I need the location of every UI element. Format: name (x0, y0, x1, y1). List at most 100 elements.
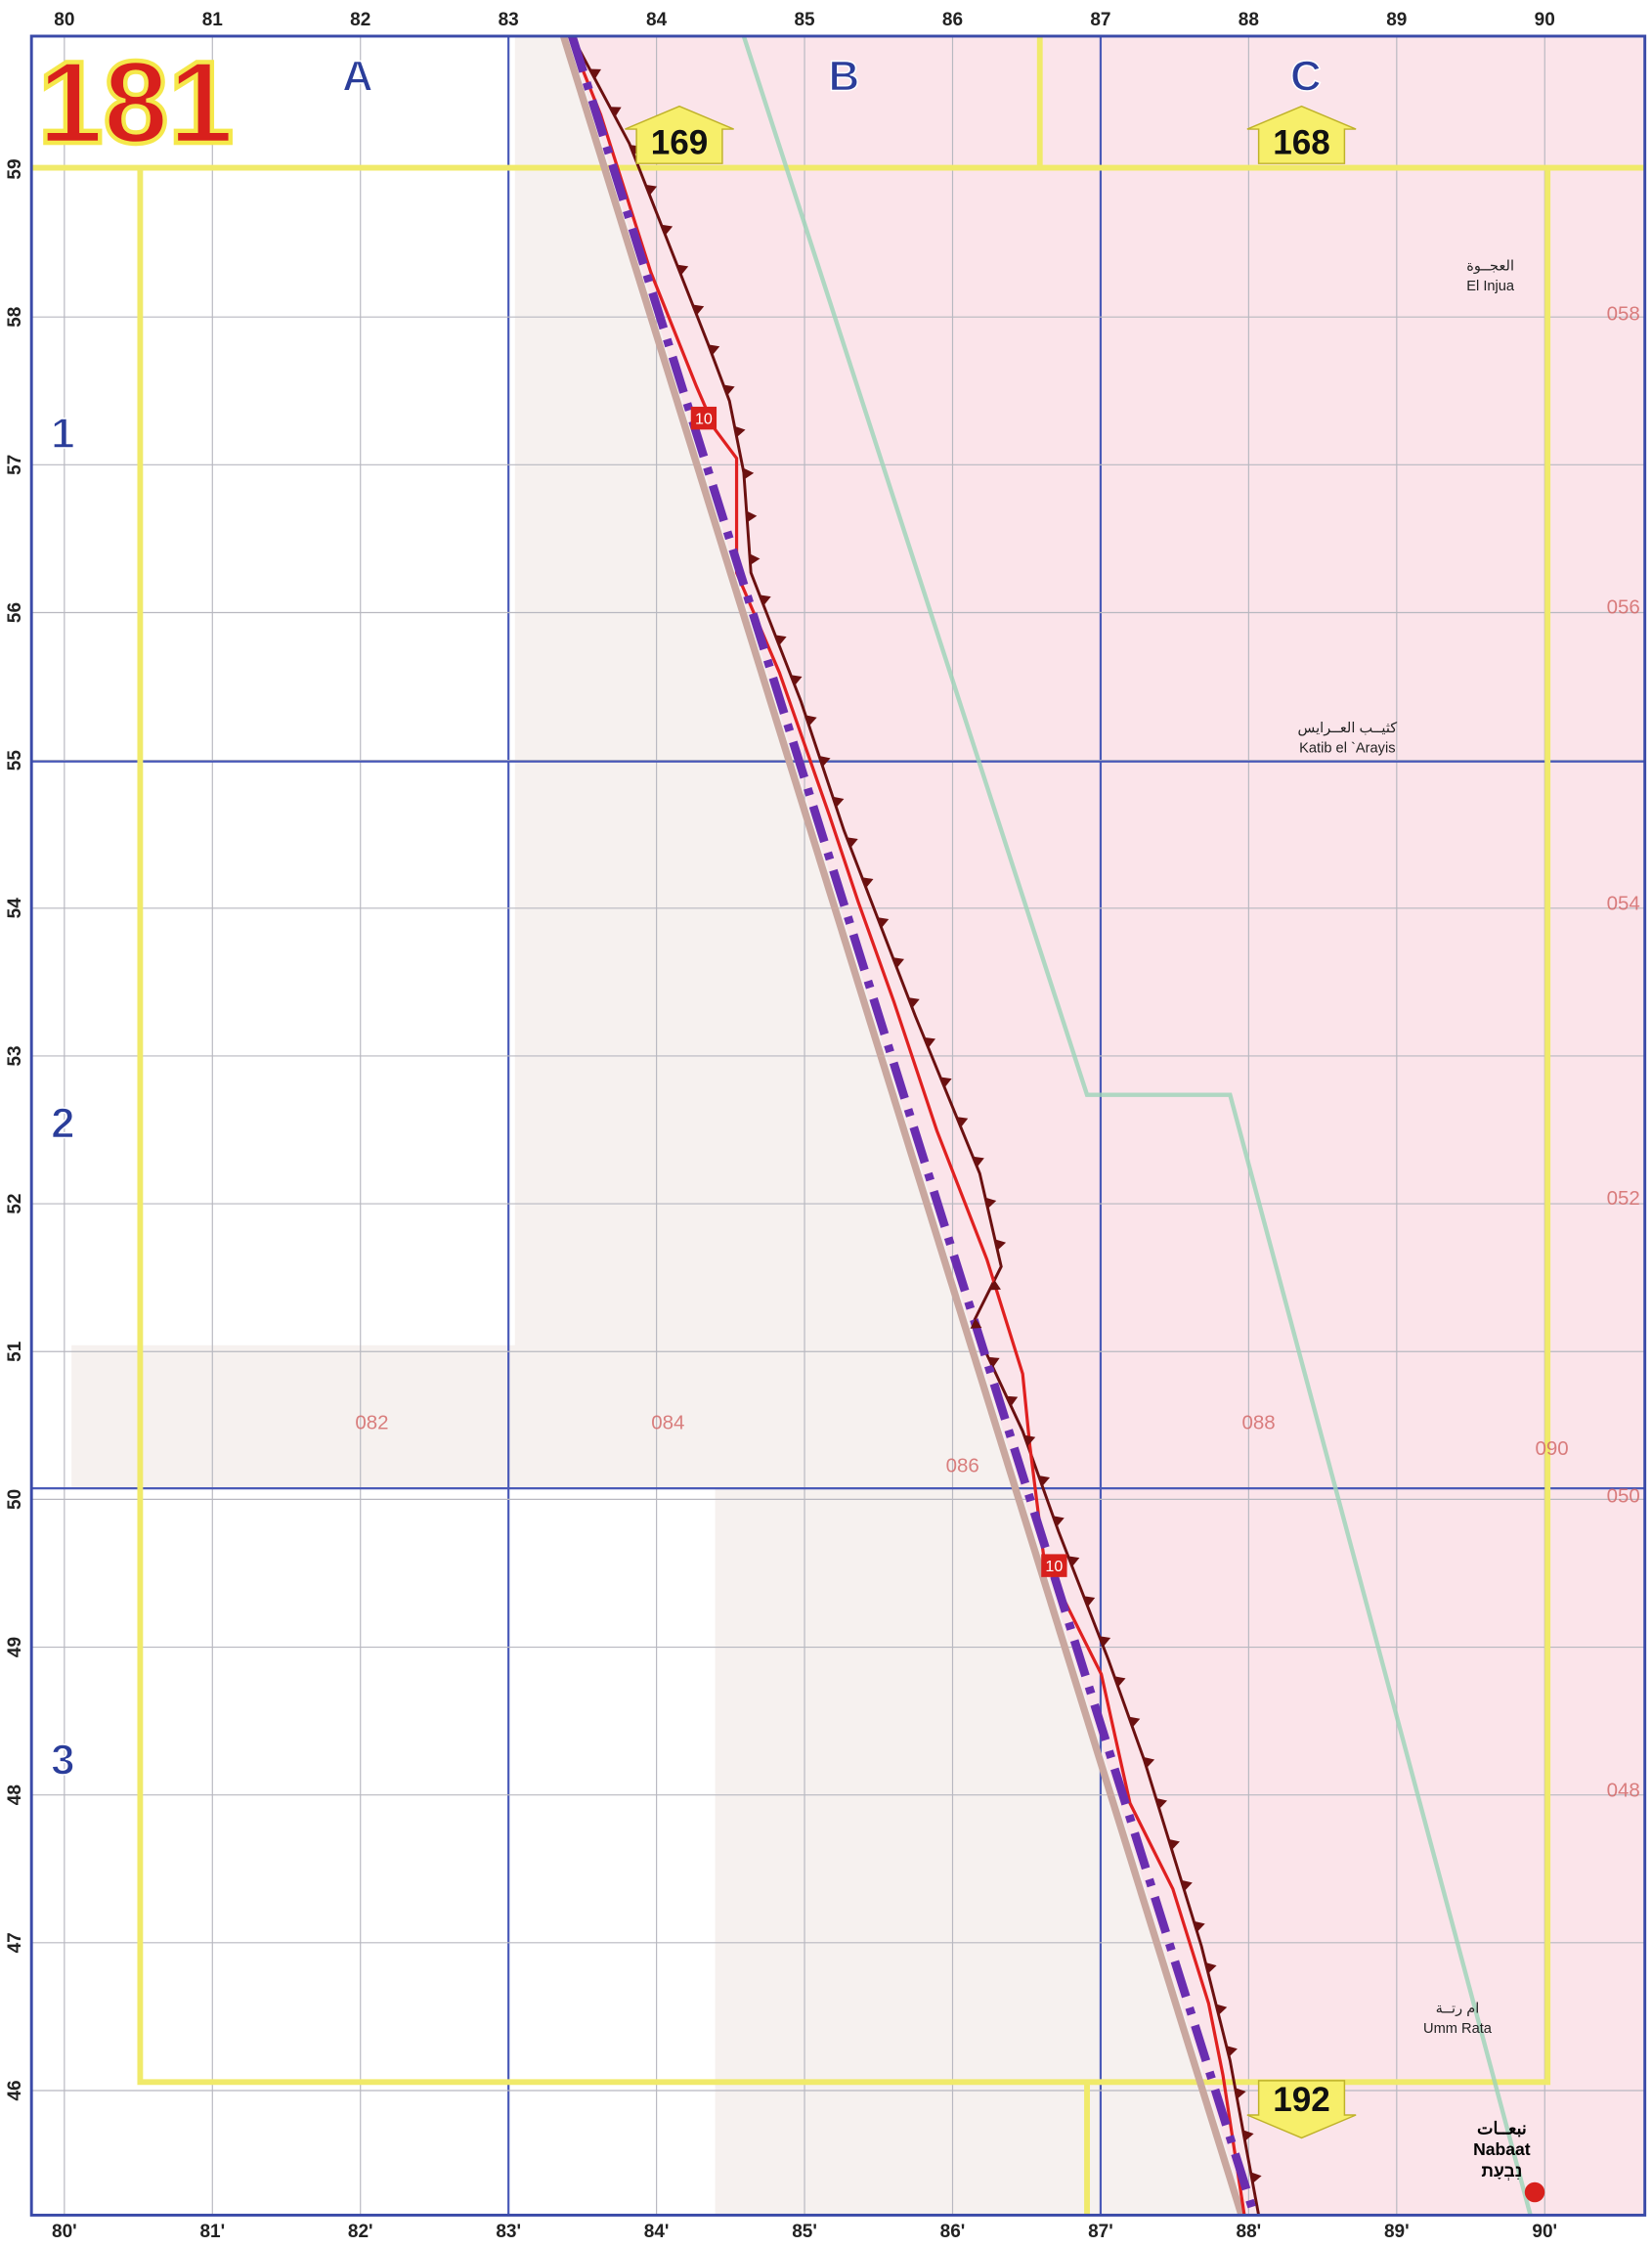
grid (31, 35, 1645, 2216)
grid-ref: 088 (1242, 1412, 1276, 1434)
boundary-tick (861, 877, 874, 889)
column-letter: B (828, 52, 859, 100)
boundary-tick (939, 1077, 952, 1088)
boundary-tick (987, 1356, 1000, 1368)
bottom-axis-label: 81' (199, 2222, 225, 2242)
boundary-tick (877, 917, 890, 929)
route-badge (1041, 1554, 1067, 1577)
top-axis-label: 82 (350, 10, 370, 30)
boundary-tick (805, 715, 817, 727)
grid-ref: 058 (1607, 303, 1640, 326)
left-axis-label: 58 (5, 307, 25, 328)
left-axis-label: 53 (5, 1045, 25, 1066)
boundary-tick (1250, 2172, 1262, 2183)
boundary-tick (1023, 1434, 1036, 1446)
boundary-tick (1155, 1797, 1167, 1810)
shaded-area (569, 35, 1645, 2216)
boundary-tick (984, 1197, 997, 1210)
place-hebrew: נִבְעָת (1481, 2161, 1522, 2181)
boundary-tick (818, 756, 831, 768)
boundary-tick (1067, 1556, 1080, 1567)
boundary-tick (1083, 1596, 1096, 1608)
place-dot (1524, 2181, 1545, 2203)
place-arabic: ام رتــة (1436, 2002, 1480, 2017)
boundary-tick (1113, 1676, 1126, 1688)
grid-ref: 090 (1535, 1437, 1568, 1460)
tan-line (560, 34, 1245, 2217)
bottom-axis-label: 82' (348, 2222, 373, 2242)
boundary-tick (722, 384, 735, 396)
boundary-tick (609, 107, 622, 117)
grid-ref: 054 (1607, 893, 1640, 915)
adjacent-page: 169 (651, 123, 709, 161)
left-axis-label: 52 (5, 1194, 25, 1214)
place-name: El Injua (1466, 279, 1515, 294)
boundary-tick (1128, 1716, 1141, 1728)
bottom-axis-label: 80' (52, 2222, 77, 2242)
adjacent-page: 192 (1273, 2081, 1330, 2119)
row-number: 2 (51, 1100, 74, 1148)
boundary-tick (1006, 1395, 1019, 1407)
left-axis-label: 55 (5, 750, 25, 771)
left-axis-label: 51 (5, 1341, 25, 1362)
boundary-tick (994, 1239, 1007, 1251)
place-name: Umm Rata (1423, 2021, 1493, 2037)
bottom-axis-label: 84' (644, 2222, 670, 2242)
left-axis-label: 50 (5, 1489, 25, 1510)
boundary-tick (746, 510, 758, 523)
boundary-tick (1038, 1475, 1051, 1486)
page-number: 181 (38, 37, 234, 168)
purple-line (568, 34, 1259, 2217)
top-axis-label: 84 (646, 10, 668, 30)
left-axis-label: 47 (5, 1932, 25, 1953)
boundary-tick (1235, 2088, 1246, 2099)
boundary-tick (1168, 1838, 1180, 1851)
page-arrow (1246, 105, 1357, 164)
boundary-tick (1181, 1879, 1193, 1891)
adjacent-page: 168 (1273, 123, 1330, 161)
boundary-tick (832, 796, 845, 808)
boundary-tick (676, 264, 689, 276)
boundary-tick (743, 467, 755, 480)
left-axis-label: 49 (5, 1637, 25, 1657)
grid-ref: 048 (1607, 1780, 1640, 1802)
boundary-tick (847, 837, 858, 849)
place-name: Nabaat (1473, 2139, 1531, 2159)
boundary-tick (790, 675, 803, 686)
map-tint (71, 35, 1247, 2216)
boundary-tick (908, 997, 920, 1009)
boundary-tick (1205, 1961, 1217, 1974)
top-axis-label: 90 (1535, 10, 1555, 30)
grid-ref: 084 (651, 1412, 684, 1434)
column-letter: C (1290, 52, 1322, 100)
top-axis-label: 86 (942, 10, 963, 30)
route-badge (690, 406, 717, 430)
boundary-tick (1053, 1516, 1065, 1527)
left-axis-label: 46 (5, 2080, 25, 2100)
bottom-axis-label: 83' (496, 2222, 521, 2242)
top-axis-label: 85 (794, 10, 815, 30)
top-axis-label: 89 (1386, 10, 1407, 30)
top-axis-label: 87 (1090, 10, 1110, 30)
boundary-tick (645, 184, 658, 196)
boundary-tick (692, 304, 705, 316)
boundary-tick (970, 1318, 982, 1329)
boundary-tick (760, 595, 771, 606)
boundary-tick (661, 224, 674, 236)
left-axis-label: 59 (5, 158, 25, 179)
bottom-axis-label: 86' (940, 2222, 966, 2242)
boundary-tick (1194, 1920, 1205, 1932)
left-axis-label: 57 (5, 455, 25, 475)
boundary-tick (973, 1156, 984, 1168)
top-axis-label: 80 (54, 10, 74, 30)
boundary-tick (734, 425, 746, 438)
boundary-tick (1242, 2130, 1254, 2141)
route-label: 10 (695, 410, 713, 427)
row-number: 1 (51, 410, 74, 458)
top-axis-label: 88 (1239, 10, 1259, 30)
left-axis-label: 48 (5, 1784, 25, 1805)
left-axis-label: 56 (5, 602, 25, 623)
boundary-tick (589, 68, 601, 79)
column-letter: A (342, 52, 373, 100)
